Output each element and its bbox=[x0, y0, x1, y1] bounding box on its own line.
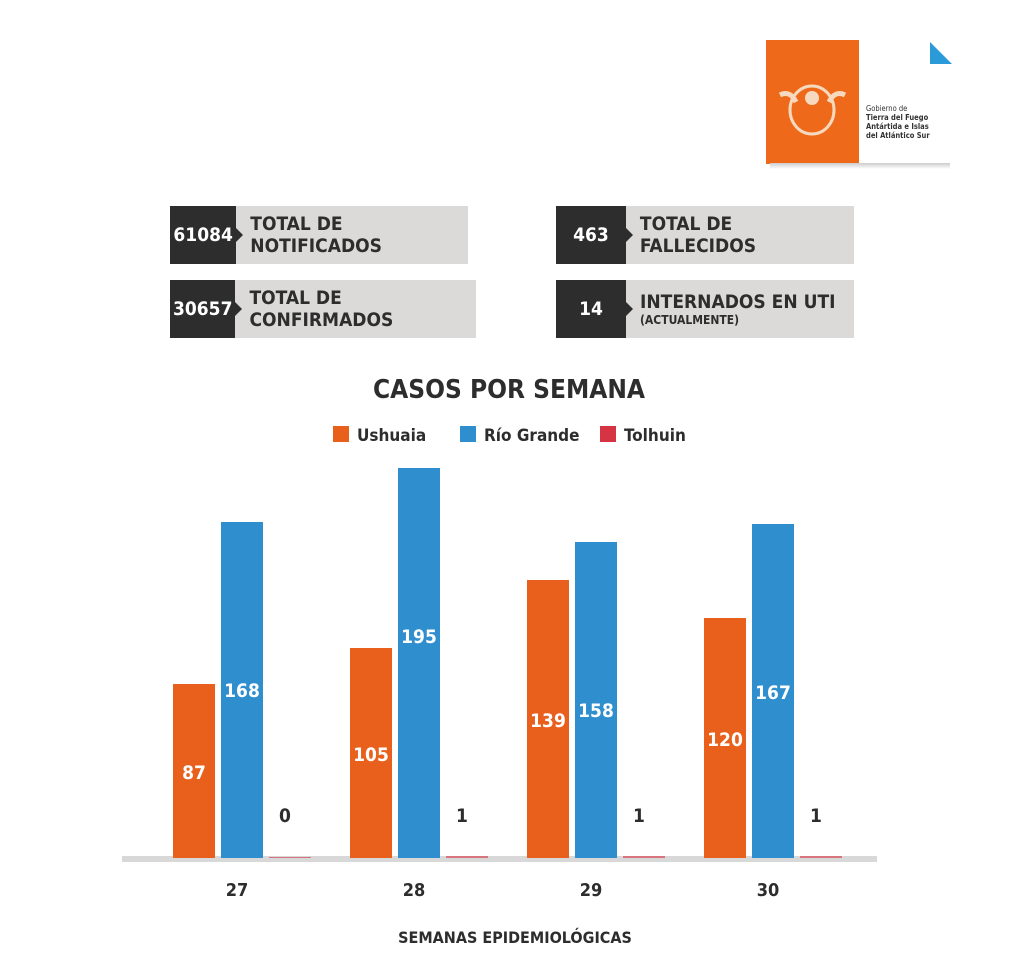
stat-value: 61084 bbox=[170, 206, 244, 264]
logo-line: Gobierno de bbox=[866, 104, 908, 113]
bar-tolhuin bbox=[269, 857, 311, 858]
x-tick-label: 30 bbox=[757, 880, 780, 901]
legend-swatch bbox=[460, 426, 476, 442]
bar-ushuaia bbox=[173, 684, 215, 858]
x-tick-label: 27 bbox=[226, 880, 249, 901]
stat-label: TOTAL DE CONFIRMADOS bbox=[249, 287, 394, 331]
stat-sublabel: (ACTUALMENTE) bbox=[640, 313, 740, 327]
logo-text: Gobierno de Tierra del Fuego Antártida e… bbox=[866, 104, 930, 140]
coat-of-arms-icon bbox=[778, 84, 847, 136]
data-label: 167 bbox=[755, 682, 791, 704]
data-label: 195 bbox=[401, 626, 437, 648]
legend-label: Ushuaia bbox=[357, 426, 426, 446]
government-logo bbox=[766, 40, 859, 164]
data-label: 1 bbox=[633, 805, 645, 827]
x-tick-label: 28 bbox=[403, 880, 426, 901]
logo-line: Tierra del Fuego bbox=[866, 113, 929, 122]
logo-line: del Atlántico Sur bbox=[866, 131, 930, 140]
legend: Ushuaia Río Grande Tolhuin bbox=[333, 426, 686, 446]
data-label: 0 bbox=[279, 805, 291, 827]
data-label: 105 bbox=[353, 744, 389, 766]
bar-río-grande bbox=[575, 542, 617, 858]
data-label: 87 bbox=[182, 762, 206, 784]
logo-shadow bbox=[770, 163, 950, 169]
data-label: 139 bbox=[530, 710, 566, 732]
stat-label: TOTAL DE NOTIFICADOS bbox=[250, 213, 382, 257]
stat-notificados: 61084 TOTAL DE NOTIFICADOS bbox=[170, 206, 468, 264]
bar-río-grande bbox=[221, 522, 263, 858]
chart-title: CASOS POR SEMANA bbox=[373, 375, 645, 405]
stat-fallecidos: 463 TOTAL DE FALLECIDOS bbox=[556, 206, 854, 264]
bar-río-grande bbox=[752, 524, 794, 858]
x-tick-label: 29 bbox=[580, 880, 603, 901]
stat-label: INTERNADOS EN UTI bbox=[640, 291, 836, 313]
stat-internados: 14 INTERNADOS EN UTI (ACTUALMENTE) bbox=[556, 280, 854, 338]
bar-tolhuin bbox=[800, 856, 842, 858]
bar-ushuaia bbox=[350, 648, 392, 858]
legend-label: Río Grande bbox=[484, 426, 579, 446]
bar-ushuaia bbox=[704, 618, 746, 858]
baseline bbox=[122, 856, 877, 862]
x-axis-label: SEMANAS EPIDEMIOLÓGICAS bbox=[398, 928, 632, 947]
stat-confirmados: 30657 TOTAL DE CONFIRMADOS bbox=[170, 280, 476, 338]
data-label: 168 bbox=[224, 680, 260, 702]
data-label: 1 bbox=[456, 805, 468, 827]
bar-río-grande bbox=[398, 468, 440, 858]
stat-value: 463 bbox=[556, 206, 633, 264]
bar-ushuaia bbox=[527, 580, 569, 858]
legend-label: Tolhuin bbox=[624, 426, 686, 446]
stat-value: 14 bbox=[556, 280, 633, 338]
legend-swatch bbox=[333, 426, 349, 442]
stat-value: 30657 bbox=[170, 280, 244, 338]
legend-swatch bbox=[600, 426, 616, 442]
data-label: 120 bbox=[707, 729, 743, 751]
data-label: 1 bbox=[810, 805, 822, 827]
bar-tolhuin bbox=[446, 856, 488, 858]
logo-line: Antártida e Islas bbox=[866, 122, 929, 131]
stat-label: TOTAL DE FALLECIDOS bbox=[639, 213, 757, 257]
bar-tolhuin bbox=[623, 856, 665, 858]
data-label: 158 bbox=[578, 700, 614, 722]
